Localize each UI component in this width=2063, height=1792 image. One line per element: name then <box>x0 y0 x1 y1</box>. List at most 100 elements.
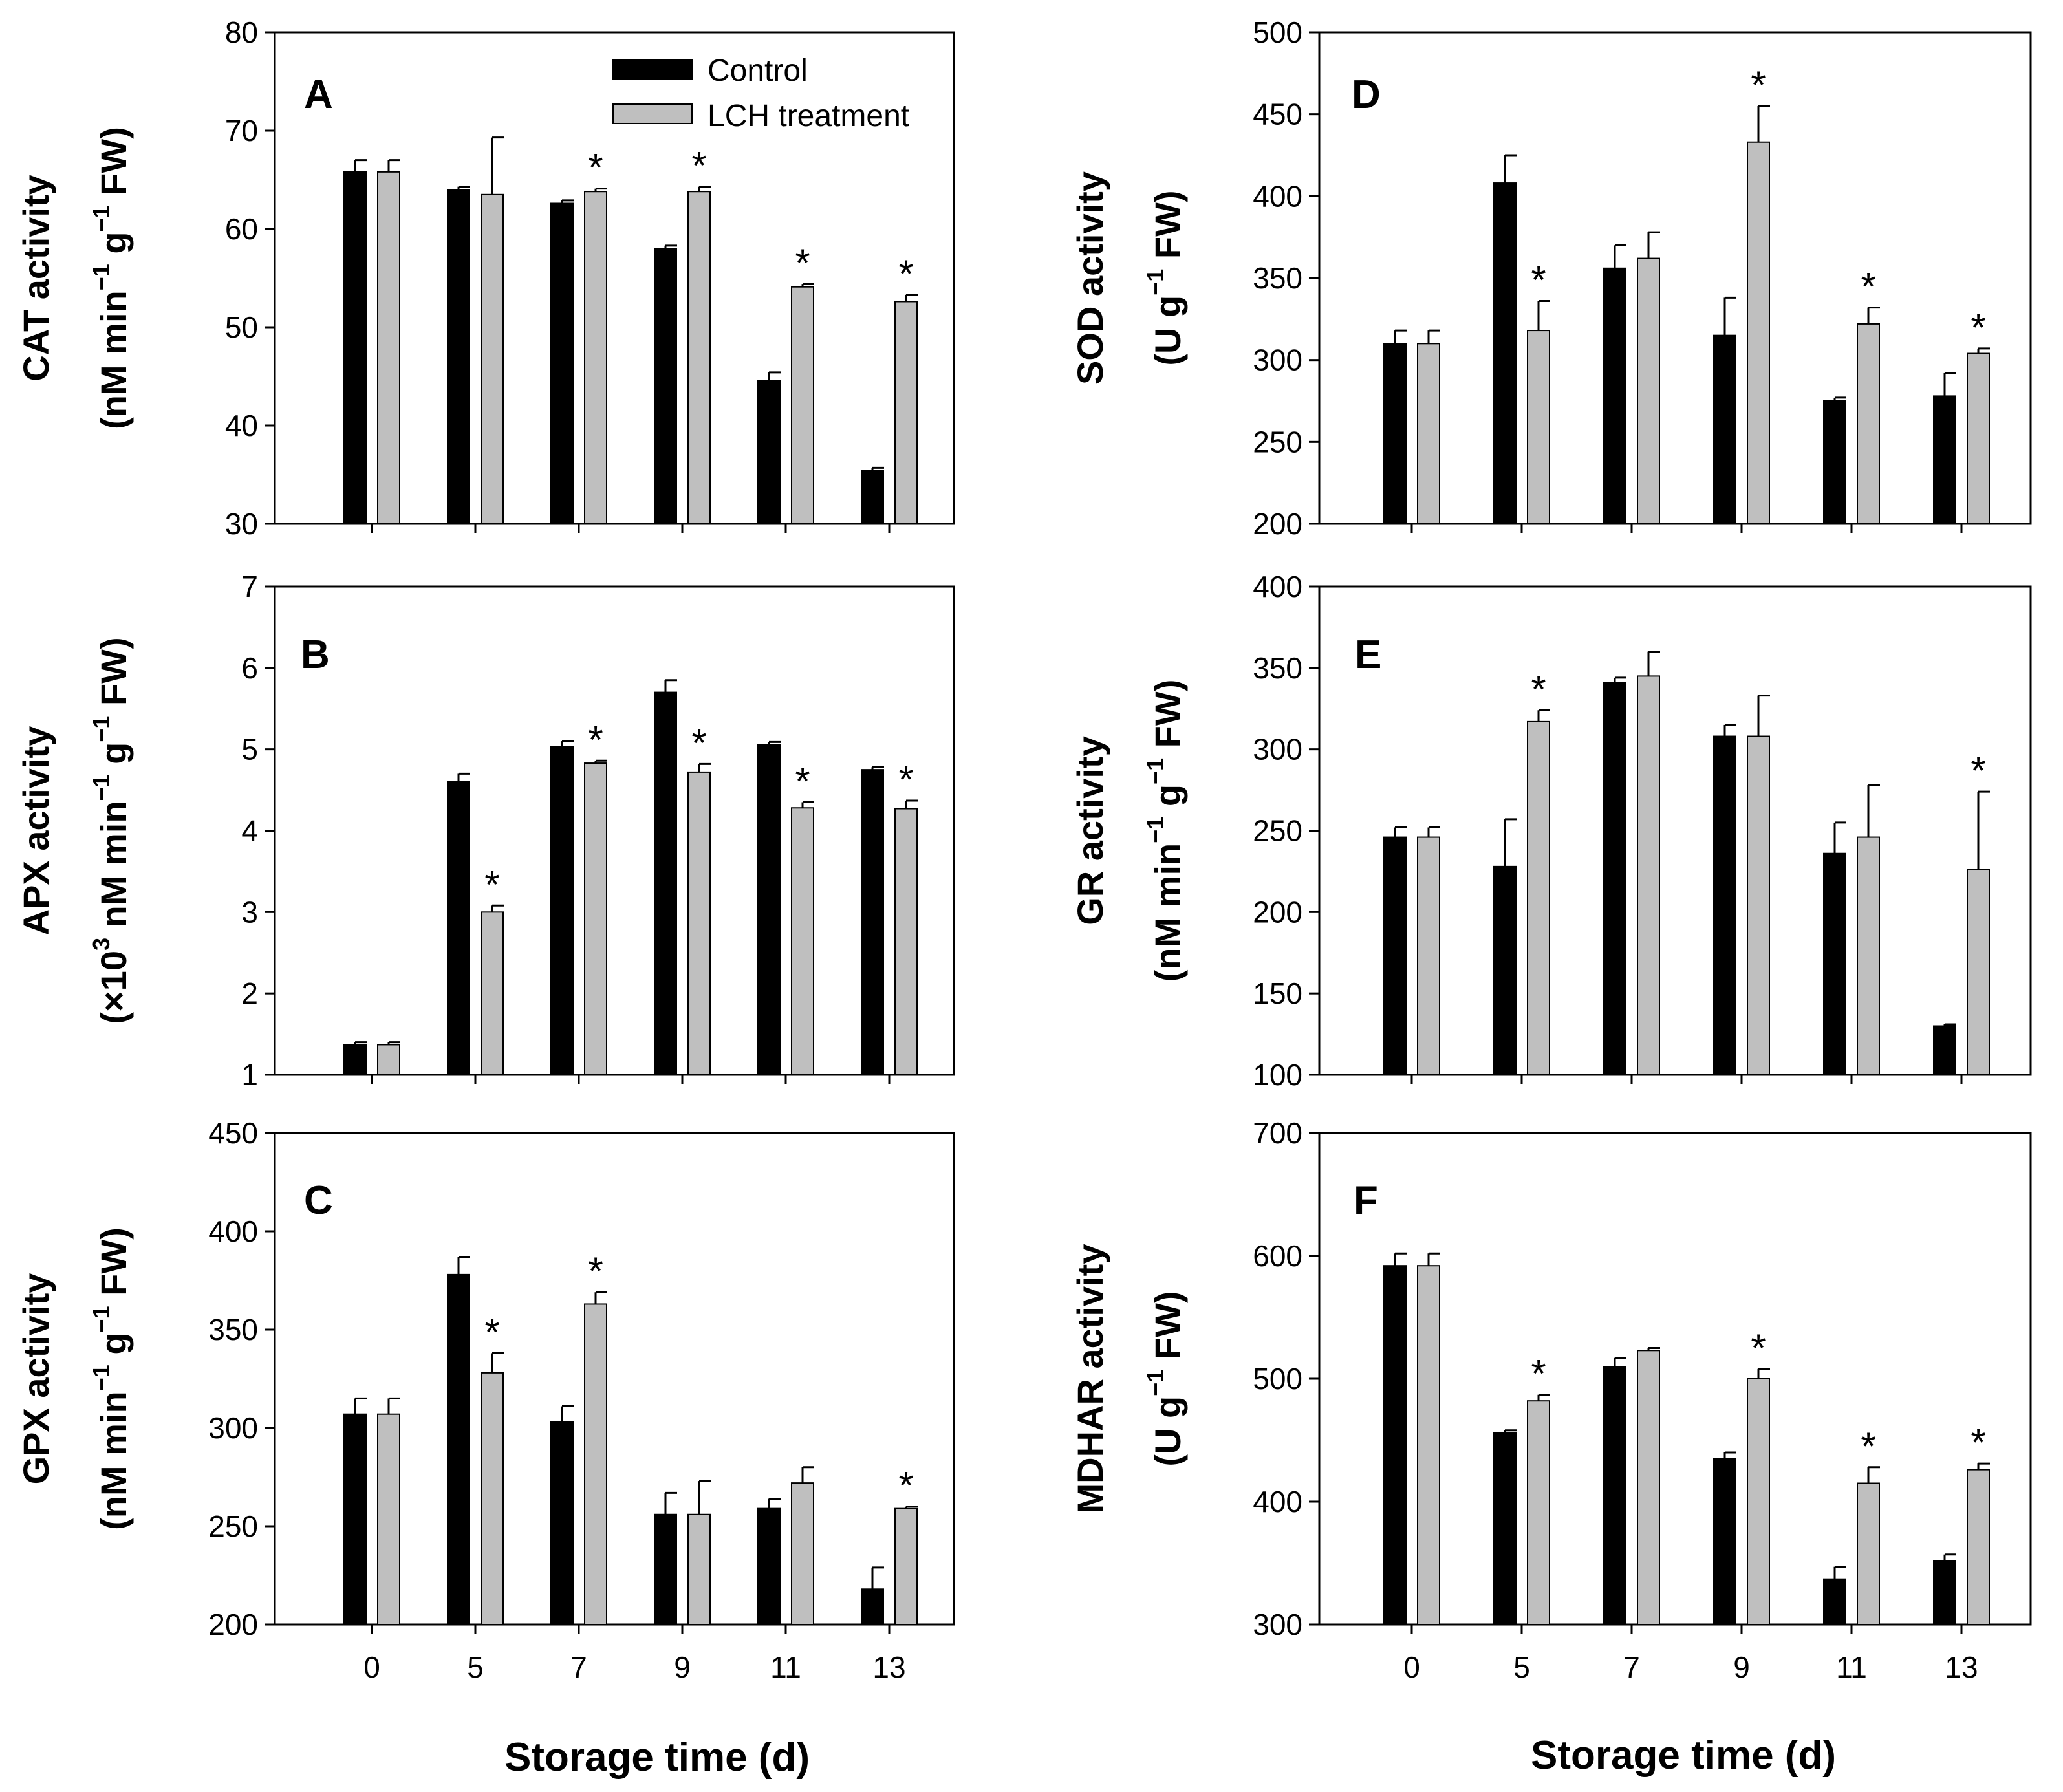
y-tick-label: 250 <box>1253 425 1302 459</box>
panel-letter: A <box>304 72 333 117</box>
x-tick-label: 7 <box>1623 1650 1640 1684</box>
panel-F: 300 400 500 600 700 0 5 7 9 11 13 * * * * F MDHAR activi… <box>1070 1116 2032 1684</box>
y-tick-label: 400 <box>1253 1485 1302 1518</box>
units-text: (nM min <box>93 1391 134 1530</box>
bar-treatment-13 <box>894 808 918 1076</box>
bar-control-9 <box>654 248 677 524</box>
plot-frame <box>274 585 955 1076</box>
significance-star: * <box>795 759 810 803</box>
bar-treatment-13 <box>894 301 918 524</box>
superscript: −1 <box>88 205 114 232</box>
units-text: FW) <box>93 1227 134 1306</box>
y-tick-label: 200 <box>1253 507 1302 541</box>
legend-swatch-treatment <box>612 103 693 124</box>
bar-control-7 <box>1603 1366 1626 1625</box>
x-tick-label: 11 <box>1836 1650 1867 1684</box>
bar-control-11 <box>757 1507 781 1625</box>
xaxis-title-right: Storage time (d) <box>1531 1733 1836 1778</box>
superscript: −1 <box>1142 269 1169 296</box>
y-tick-label: 400 <box>1253 570 1302 603</box>
significance-star: * <box>1971 749 1985 792</box>
units-text: (U g <box>1147 296 1188 366</box>
bar-treatment-7 <box>584 762 607 1076</box>
significance-star: * <box>484 863 499 906</box>
y-tick-label: 450 <box>208 1116 258 1150</box>
bar-control-5 <box>1493 182 1517 525</box>
y-tick-label: 350 <box>1253 261 1302 295</box>
bar-treatment-5 <box>481 1372 504 1625</box>
plot-frame <box>274 1132 955 1626</box>
panel-letter: F <box>1354 1178 1378 1223</box>
bar-treatment-0 <box>1417 1265 1440 1625</box>
bar-control-13 <box>1933 395 1956 525</box>
significance-star: * <box>1971 1421 1985 1464</box>
panel-E: 100 150 200 250 300 350 400 * * E GR activity (nM m… <box>1070 570 2032 1092</box>
significance-star: * <box>691 721 706 764</box>
y-tick-label: 5 <box>241 733 258 766</box>
bar-control-5 <box>1493 865 1517 1076</box>
y-tick-label: 100 <box>1253 1058 1302 1092</box>
x-tick-label: 9 <box>1733 1650 1750 1684</box>
bar-control-7 <box>1603 267 1626 524</box>
panel-B: 1 2 3 4 5 6 7 * * * * * B APX activity (×103 nM min−1 … <box>16 570 955 1092</box>
significance-star: * <box>1531 667 1546 711</box>
y-axis-title: GR activity <box>1070 736 1110 925</box>
bar-control-13 <box>1933 1560 1956 1625</box>
x-tick-label: 0 <box>1403 1650 1420 1684</box>
bar-control-0 <box>343 1413 367 1625</box>
y-tick-label: 450 <box>1253 98 1302 131</box>
significance-star: * <box>588 146 603 189</box>
panel-letter: D <box>1352 72 1381 117</box>
superscript: −1 <box>1142 1370 1169 1396</box>
y-axis-title: GPX activity <box>16 1273 56 1485</box>
bar-control-7 <box>1603 682 1626 1075</box>
bar-treatment-11 <box>791 807 814 1076</box>
bar-control-5 <box>447 189 470 524</box>
x-tick-label: 13 <box>872 1650 905 1684</box>
units-text: g <box>93 232 134 264</box>
bar-control-13 <box>1933 1025 1956 1075</box>
bar-treatment-9 <box>687 771 711 1076</box>
y-tick-label: 40 <box>225 409 258 442</box>
y-axis-units: (nM min−1 g−1 FW) <box>88 1227 134 1530</box>
superscript: −1 <box>88 264 114 290</box>
y-tick-label: 350 <box>1253 651 1302 685</box>
bar-control-11 <box>1823 400 1846 524</box>
units-text: nM min <box>93 801 134 938</box>
plot-frame <box>274 31 955 525</box>
y-tick-label: 30 <box>225 507 258 541</box>
legend: Control LCH treatment <box>612 54 909 133</box>
superscript: −1 <box>88 1306 114 1332</box>
panel-D: 200 250 300 350 400 450 500 * * * * D SOD activity (U… <box>1070 16 2032 541</box>
y-tick-label: 300 <box>208 1411 258 1445</box>
bar-treatment-7 <box>1637 257 1660 524</box>
y-tick-label: 150 <box>1253 977 1302 1010</box>
significance-star: * <box>588 1249 603 1293</box>
significance-star: * <box>1751 63 1766 107</box>
units-text: g <box>1147 784 1188 817</box>
bar-treatment-11 <box>1857 1482 1880 1625</box>
bar-treatment-5 <box>1527 720 1550 1075</box>
legend-label-treatment: LCH treatment <box>707 99 909 133</box>
units-text: (nM min <box>1147 843 1188 982</box>
y-tick-label: 350 <box>208 1313 258 1346</box>
bar-control-0 <box>343 1044 367 1075</box>
y-tick-label: 600 <box>1253 1239 1302 1273</box>
superscript: −1 <box>1142 817 1169 843</box>
superscript: 3 <box>88 938 114 951</box>
bar-control-7 <box>550 746 574 1076</box>
units-text: (nM min <box>93 290 134 429</box>
significance-star: * <box>1531 258 1546 301</box>
y-tick-label: 500 <box>1253 1362 1302 1396</box>
y-axis-title: SOD activity <box>1070 171 1110 385</box>
bar-control-9 <box>1713 735 1736 1075</box>
bar-control-0 <box>1383 836 1407 1075</box>
y-axis-units: (nM min−1 g−1 FW) <box>1142 680 1188 982</box>
y-axis-units: (U g−1 FW) <box>1142 1291 1188 1466</box>
bar-treatment-11 <box>791 1482 814 1626</box>
y-tick-label: 50 <box>225 310 258 344</box>
bar-treatment-7 <box>584 191 607 524</box>
bar-treatment-0 <box>377 1044 400 1075</box>
